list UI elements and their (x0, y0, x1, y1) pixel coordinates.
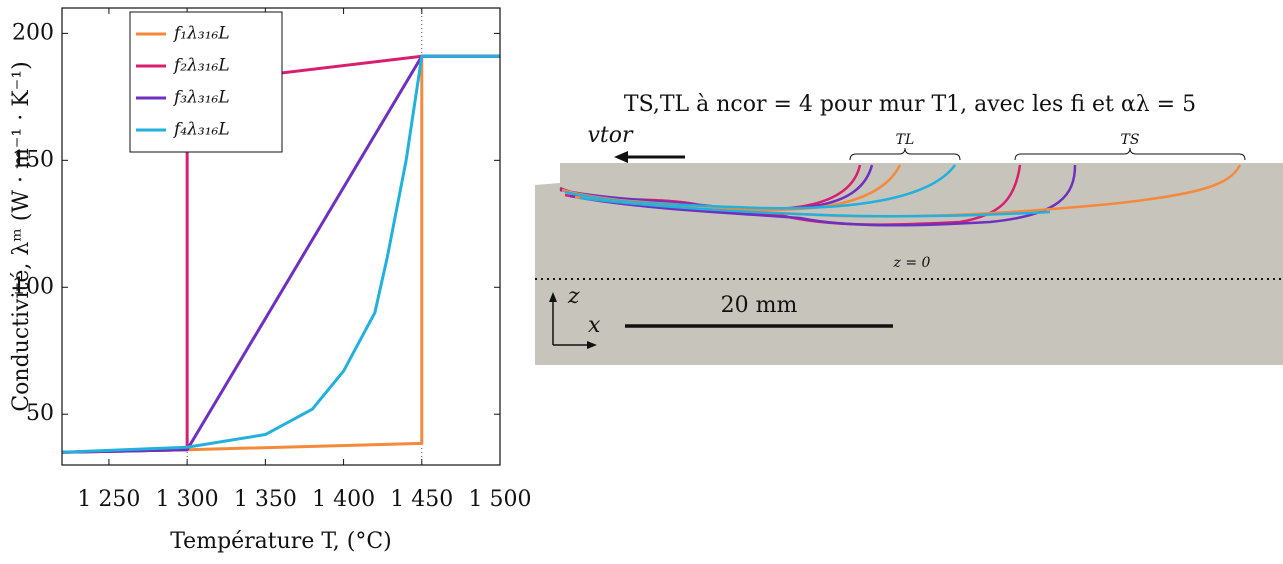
velocity-arrowhead (614, 151, 628, 163)
solidus-brace (1014, 147, 1246, 161)
x-arrowhead (587, 341, 597, 349)
x-tick-label: 1 500 (469, 487, 532, 512)
x-axis-label: x (588, 313, 601, 338)
liquidus-label: TL (896, 132, 915, 148)
y-axis-label: Conductivité, λᵐ (W · m⁻¹ · K⁻¹) (9, 61, 34, 411)
axes-arrows (552, 300, 590, 346)
x-tick-label: 1 300 (156, 487, 219, 512)
z-axis-label: z (567, 284, 580, 309)
velocity-label: vtor (587, 123, 634, 148)
legend-label: f₃λ₃₁₆L (172, 88, 230, 108)
y-tick-label: 200 (12, 20, 54, 45)
legend-label: f₁λ₃₁₆L (172, 24, 230, 44)
diagram-title: TS,TL à ncor = 4 pour mur T1, avec les f… (624, 92, 1196, 117)
y-tick-label: 100 (12, 274, 54, 299)
plot-frame (61, 7, 501, 466)
solidus-label: TS (1121, 132, 1140, 148)
x-tick-label: 1 400 (312, 487, 375, 512)
melt-pool-curves (559, 164, 1242, 227)
diagram: TS,TL à ncor = 4 pour mur T1, avec les f… (535, 92, 1283, 365)
y-tick-label: 150 (12, 147, 54, 172)
scale-label: 20 mm (721, 293, 798, 318)
x-tick-label: 1 450 (390, 487, 453, 512)
series-line (61, 54, 500, 454)
origin-label: z = 0 (893, 255, 931, 271)
y-tick-label: 50 (26, 401, 54, 426)
liquidus-brace (849, 147, 961, 161)
chart: 50 100 150 200 1 250 1 300 1 350 1 400 1 450 1 50… (9, 7, 532, 554)
x-tick-label: 1 250 (77, 487, 140, 512)
z-arrowhead (549, 292, 557, 302)
legend-label: f₄λ₃₁₆L (172, 120, 230, 140)
x-tick-label: 1 350 (234, 487, 297, 512)
x-axis-label: Température T, (°C) (170, 529, 392, 554)
legend-label: f₂λ₃₁₆L (172, 56, 230, 76)
